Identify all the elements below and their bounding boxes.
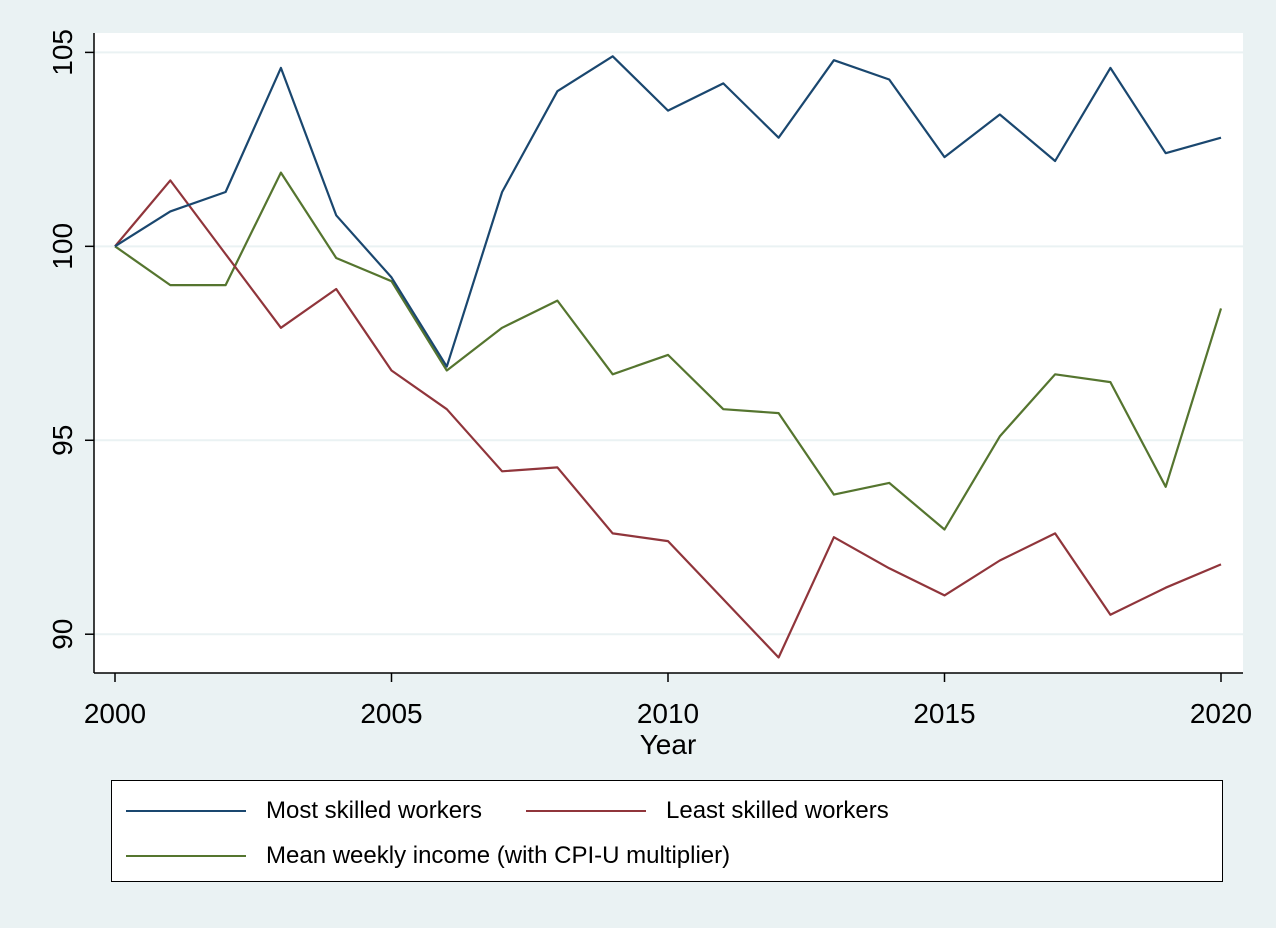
- series-line-0: [114, 55, 1222, 368]
- legend-swatch-most-skilled: [126, 810, 246, 812]
- legend-swatch-least-skilled: [526, 810, 646, 812]
- x-tick-label-2000: 2000: [84, 698, 146, 729]
- series-line-2: [114, 171, 1223, 531]
- legend-item-most-skilled: Most skilled workers: [126, 797, 482, 825]
- x-axis-ticks: 2000 2005 2010 2015 2020: [84, 673, 1252, 729]
- x-tick-label-2005: 2005: [360, 698, 422, 729]
- legend: Most skilled workers Least skilled worke…: [111, 780, 1223, 882]
- series-line-1: [114, 179, 1222, 659]
- series-lines: [114, 55, 1223, 659]
- y-tick-label-90: 90: [47, 619, 78, 650]
- legend-item-least-skilled: Least skilled workers: [526, 797, 889, 825]
- y-axis-ticks: 90 95 100 105: [47, 29, 94, 650]
- legend-item-mean-income: Mean weekly income (with CPI-U multiplie…: [126, 842, 730, 870]
- x-tick-label-2015: 2015: [913, 698, 975, 729]
- legend-label-least-skilled: Least skilled workers: [666, 797, 889, 824]
- legend-swatch-mean-income: [126, 855, 246, 857]
- y-tick-label-95: 95: [47, 425, 78, 456]
- plot-area: [94, 33, 1243, 673]
- x-tick-label-2010: 2010: [637, 698, 699, 729]
- legend-label-mean-income: Mean weekly income (with CPI-U multiplie…: [266, 842, 731, 869]
- gridlines: [94, 51, 1243, 636]
- y-tick-label-100: 100: [47, 223, 78, 270]
- y-tick-label-105: 105: [47, 29, 78, 76]
- x-tick-label-2020: 2020: [1190, 698, 1252, 729]
- x-axis-label: Year: [640, 729, 697, 760]
- legend-label-most-skilled: Most skilled workers: [266, 797, 483, 824]
